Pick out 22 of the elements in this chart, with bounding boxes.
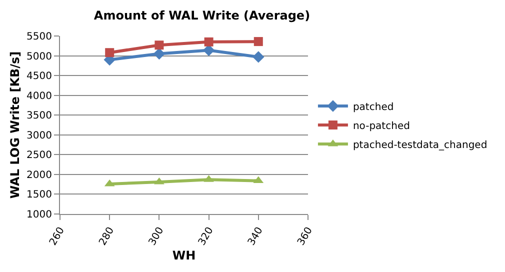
- y-tick-label: 1500: [26, 190, 52, 201]
- point: [252, 51, 264, 63]
- point: [254, 37, 263, 46]
- y-tick-label: 5500: [26, 32, 52, 42]
- y-tick-label: 2500: [26, 150, 52, 162]
- x-axis-title: WH: [172, 248, 196, 262]
- point: [154, 177, 164, 184]
- y-tick-label: 2000: [26, 170, 52, 181]
- point: [154, 40, 164, 50]
- y-tick-label: 3500: [26, 110, 52, 122]
- y-tick-label: 3000: [26, 130, 52, 142]
- y-tick-label: 4000: [26, 90, 52, 102]
- legend-label: ptached-testdata_changed: [352, 140, 488, 151]
- point: [204, 37, 214, 46]
- y-axis-title: WAL LOG Write [KB/s]: [8, 51, 22, 199]
- legend-label: patched: [352, 102, 394, 113]
- chart-title: Amount of WAL Write (Average): [94, 8, 310, 22]
- y-tick-label: 1000: [26, 210, 52, 220]
- legend-label: no-patched: [352, 120, 410, 132]
- y-tick-label: 4500: [26, 71, 52, 82]
- point: [105, 48, 114, 58]
- y-tick-label: 5000: [26, 51, 52, 62]
